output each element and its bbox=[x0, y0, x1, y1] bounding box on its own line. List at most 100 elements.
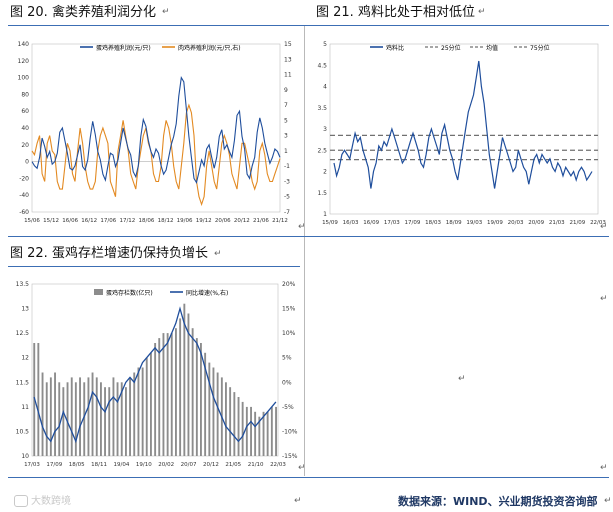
paragraph-mark: ↵ bbox=[214, 249, 222, 259]
fig21-legend-mean: 均值 bbox=[486, 44, 498, 52]
fig20-y-right-tick: 5 bbox=[284, 117, 288, 124]
fig22-bar bbox=[150, 352, 152, 456]
fig22-y-right-tick: 0% bbox=[282, 379, 292, 386]
fig21-x-tick: 19/03 bbox=[466, 220, 482, 226]
fig20-legend-broiler: 肉鸡养殖利润(元/只,右) bbox=[178, 44, 241, 52]
fig22-bar bbox=[216, 372, 219, 456]
fig20-x-tick: 19/06 bbox=[177, 218, 193, 224]
fig22-bar bbox=[162, 333, 165, 456]
watermark: 大数跨境 bbox=[14, 492, 71, 507]
fig20-y-right-tick: 3 bbox=[284, 133, 288, 140]
fig22-bar bbox=[179, 318, 182, 456]
column-divider bbox=[304, 26, 305, 476]
fig22-bar bbox=[133, 372, 136, 456]
fig22-y-right-tick: -10% bbox=[282, 428, 298, 435]
fig21-x-tick: 16/03 bbox=[343, 220, 359, 226]
fig20-y-right-tick: 15 bbox=[284, 41, 292, 48]
fig22-bar bbox=[183, 303, 186, 456]
watermark-text: 大数跨境 bbox=[31, 496, 71, 507]
fig22-legend-yoy: 同比增速(%,右) bbox=[186, 289, 228, 297]
paragraph-mark: ↵ bbox=[478, 7, 486, 17]
fig22-x-tick: 18/05 bbox=[69, 462, 85, 468]
fig22-bar bbox=[74, 382, 77, 456]
fig20-y-left-tick: 100 bbox=[18, 75, 30, 82]
fig22-bar bbox=[87, 377, 90, 456]
fig22-bar bbox=[145, 357, 148, 456]
fig22-x-tick: 19/04 bbox=[114, 462, 130, 468]
fig21-x-tick: 19/09 bbox=[487, 220, 503, 226]
fig22-bar bbox=[175, 328, 177, 456]
fig22-bar bbox=[83, 382, 86, 456]
fig22-bar bbox=[112, 377, 115, 456]
fig20-x-tick: 15/12 bbox=[43, 218, 59, 224]
fig22-bar bbox=[154, 343, 157, 456]
fig21-y-tick: 1 bbox=[323, 211, 327, 218]
fig22-bar bbox=[49, 377, 52, 456]
fig22-bar bbox=[208, 362, 211, 456]
fig22-bar bbox=[120, 382, 123, 456]
fig22-y-left-tick: 10 bbox=[21, 453, 29, 460]
fig22-x-tick: 20/07 bbox=[181, 462, 197, 468]
fig21-legend-p75: 75分位 bbox=[530, 44, 550, 52]
data-source: 数据来源：WIND、兴业期货投资咨询部 bbox=[398, 495, 598, 508]
fig22-bar bbox=[41, 372, 44, 456]
middle-rule bbox=[8, 236, 609, 237]
fig22-y-left-tick: 11 bbox=[21, 404, 29, 411]
paragraph-mark: ↵ bbox=[294, 496, 302, 506]
fig20-y-left-tick: -40 bbox=[19, 192, 29, 199]
fig22-y-right-tick: 5% bbox=[282, 355, 292, 362]
fig22-y-right-tick: 10% bbox=[282, 330, 296, 337]
fig22-y-left-tick: 13.5 bbox=[16, 281, 30, 288]
paragraph-mark: ↵ bbox=[600, 463, 608, 473]
fig22-bar bbox=[62, 387, 65, 456]
fig20-series-egg-profit bbox=[31, 75, 281, 185]
fig21-legend-p25: 25分位 bbox=[441, 44, 461, 52]
fig21-x-tick: 18/09 bbox=[446, 220, 462, 226]
fig20-legend: 蛋鸡养殖利润(元/只) 肉鸡养殖利润(元/只,右) bbox=[80, 44, 241, 52]
fig22-y-right-tick: -15% bbox=[282, 453, 298, 460]
fig21-title: 图 21. 鸡料比处于相对低位 bbox=[316, 5, 475, 20]
fig20-y-left-tick: 60 bbox=[21, 108, 29, 115]
fig22-y-right-tick: 20% bbox=[282, 281, 296, 288]
fig22-bar bbox=[245, 406, 248, 456]
fig22-bar bbox=[116, 382, 119, 456]
fig22-title: 图 22. 蛋鸡存栏增速仍保持负增长 bbox=[10, 246, 208, 261]
paragraph-mark: ↵ bbox=[162, 7, 170, 17]
fig20-y-right-tick: 1 bbox=[284, 148, 288, 155]
fig22-bar bbox=[129, 377, 131, 456]
fig22-bar bbox=[37, 343, 40, 456]
fig22-bar bbox=[166, 333, 169, 456]
fig22-bar bbox=[270, 406, 273, 456]
fig22-bar bbox=[237, 397, 240, 456]
fig22-y-right-tick: 15% bbox=[282, 306, 296, 313]
fig21-y-tick: 4 bbox=[323, 84, 327, 91]
fig22-bar bbox=[54, 372, 56, 456]
fig22-bar bbox=[187, 313, 190, 456]
fig20-x-tick: 20/12 bbox=[234, 218, 250, 224]
fig20-y-right-tick: 9 bbox=[284, 87, 288, 94]
fig22-x-tick: 20/02 bbox=[158, 462, 174, 468]
fig20-x-tick: 20/06 bbox=[215, 218, 231, 224]
fig22-bar bbox=[79, 377, 81, 456]
fig20-y-right-tick: 11 bbox=[284, 72, 292, 79]
fig20-y-right-tick: 7 bbox=[284, 102, 288, 109]
fig21-x-tick: 16/09 bbox=[363, 220, 379, 226]
fig21-x-tick: 20/09 bbox=[528, 220, 544, 226]
fig22-bar bbox=[104, 387, 106, 456]
fig20-y-right-tick: 13 bbox=[284, 56, 292, 63]
fig21-plot-frame bbox=[329, 43, 599, 215]
fig21-plot: 1 1.5 2 2.5 3 3.5 4 4.5 5 15/09 16/03 16/09 17/03 17/… bbox=[317, 41, 606, 226]
top-rule bbox=[8, 25, 609, 26]
fig20-x-tick: 21/12 bbox=[272, 218, 288, 224]
fig22-bar bbox=[275, 406, 277, 456]
fig20-y-right-tick: -1 bbox=[284, 163, 290, 170]
fig22-bar bbox=[258, 416, 261, 456]
fig21-x-tick: 15/09 bbox=[322, 220, 338, 226]
fig22-bar bbox=[254, 411, 257, 456]
fig20-y-left-tick: -20 bbox=[19, 175, 29, 182]
paragraph-mark: ↵ bbox=[600, 294, 608, 304]
fig20-chart: 蛋鸡养殖利润(元/只) 肉鸡养殖利润(元/只,右) -60 -40 -20 0 20 40… bbox=[18, 41, 292, 224]
fig22-bar bbox=[250, 406, 252, 456]
fig21-y-tick: 3 bbox=[323, 126, 327, 133]
